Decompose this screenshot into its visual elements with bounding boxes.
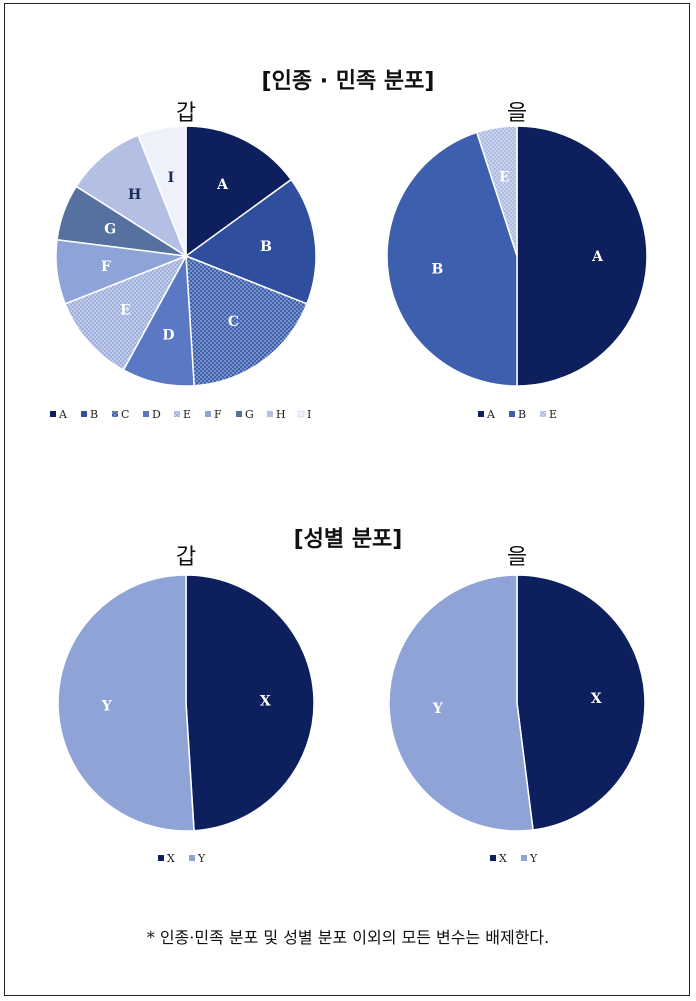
legend-label-B: B	[90, 408, 98, 421]
slice-label-D: D	[162, 328, 174, 344]
pie-slice-A	[516, 125, 648, 387]
slice-label-B: B	[431, 262, 443, 278]
pie-chart-3: 갑 X Y X Y	[57, 545, 315, 865]
legend-label-A: A	[58, 408, 68, 421]
legend-label-G: G	[245, 408, 254, 421]
legend-swatch-B	[509, 411, 515, 417]
pie-slice-C	[185, 254, 308, 387]
legend-swatch-X	[158, 855, 164, 861]
pie-chart-2: 을 A B E A B E	[386, 101, 648, 421]
legend-swatch-C	[112, 411, 118, 417]
legend-label-X: X	[167, 852, 175, 865]
legend-label-H: H	[276, 408, 286, 421]
slice-label-X: X	[591, 691, 602, 707]
pie-chart-4: 을 X Y X Y	[388, 545, 646, 865]
legend-label-E: E	[183, 408, 191, 421]
section-title-gender: [성별 분포]	[294, 527, 403, 552]
legend-label-B: B	[518, 408, 526, 421]
pie-title: 을	[507, 101, 527, 126]
slice-label-E: E	[120, 302, 131, 318]
pie-chart-1: 갑 A B C D E F G H I A B C D E F G H I	[50, 101, 317, 421]
pie-slice-B	[386, 131, 518, 387]
pie-title: 을	[507, 545, 527, 570]
legend-swatch-G	[236, 411, 242, 417]
pie-slice-I	[137, 125, 187, 257]
legend-swatch-E	[540, 411, 546, 417]
legend-swatch-Y	[189, 855, 195, 861]
pie-slice-E	[475, 125, 518, 257]
pie-slice-B	[184, 178, 317, 305]
slice-label-X: X	[260, 694, 271, 710]
legend-swatch-D	[143, 411, 149, 417]
legend-swatch-X	[490, 855, 496, 861]
legend-label-I: I	[307, 408, 311, 421]
slice-label-A: A	[591, 249, 604, 265]
pie-slice-H	[75, 134, 188, 258]
slice-label-Y: Y	[432, 701, 444, 717]
legend-label-A: A	[486, 408, 496, 421]
pie-slice-Y	[57, 574, 195, 832]
legend-swatch-A	[50, 411, 56, 417]
legend-swatch-A	[478, 411, 484, 417]
legend-label-C: C	[121, 408, 129, 421]
slice-label-G: G	[104, 222, 116, 238]
slice-label-H: H	[128, 187, 141, 203]
legend-label-X: X	[499, 852, 507, 865]
legend-label-Y: Y	[197, 852, 206, 865]
pie-slice-X	[185, 574, 315, 832]
pie-slice-E	[64, 254, 188, 371]
slice-label-C: C	[228, 314, 239, 330]
legend-label-D: D	[152, 408, 161, 421]
slice-label-Y: Y	[101, 699, 113, 715]
legend-swatch-Y	[521, 855, 527, 861]
pie-slice-X	[516, 574, 646, 831]
legend-label-Y: Y	[529, 852, 538, 865]
legend-swatch-H	[267, 411, 273, 417]
slice-label-A: A	[216, 177, 229, 193]
legend-label-F: F	[214, 408, 222, 421]
slice-label-F: F	[101, 259, 111, 275]
pie-slice-A	[185, 125, 293, 258]
legend-swatch-F	[205, 411, 211, 417]
legend-swatch-I	[297, 410, 305, 418]
pie-title: 갑	[176, 101, 196, 126]
pie-slice-Y	[388, 574, 534, 832]
slice-label-B: B	[260, 239, 272, 255]
slice-label-I: I	[168, 170, 175, 186]
section-title-ethnicity: [인종 · 민족 분포]	[262, 69, 435, 94]
pie-title: 갑	[176, 545, 196, 570]
footnote: * 인종·민족 분포 및 성별 분포 이외의 모든 변수는 배제한다.	[146, 928, 550, 947]
legend-swatch-B	[81, 411, 87, 417]
legend-label-E: E	[549, 408, 557, 421]
legend-swatch-E	[174, 411, 180, 417]
slice-label-E: E	[499, 169, 510, 185]
